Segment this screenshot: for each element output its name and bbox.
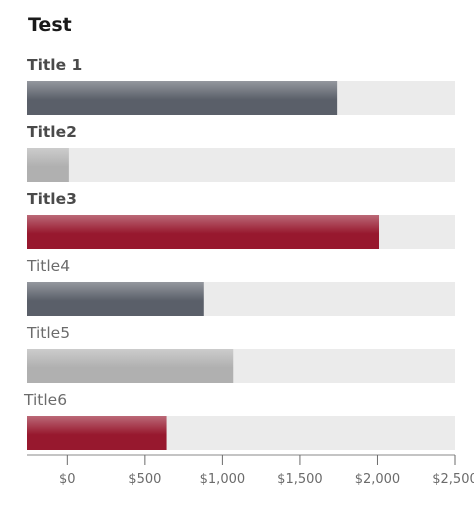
category-label: Title5: [26, 324, 70, 342]
x-tick-label: $1,500: [277, 472, 323, 487]
category-label: Title6: [23, 391, 67, 409]
category-label: Title 1: [27, 56, 82, 74]
bar: [27, 215, 380, 249]
x-tick-label: $0: [59, 472, 76, 487]
bar: [27, 148, 69, 182]
x-tick-label: $500: [128, 472, 161, 487]
bar: [27, 416, 167, 450]
x-tick-label: $2,000: [355, 472, 401, 487]
bar: [27, 282, 204, 316]
category-label: Title4: [26, 257, 70, 275]
bar-track: [27, 148, 455, 182]
bar: [27, 81, 338, 115]
bar: [27, 349, 234, 383]
x-tick-label: $1,000: [200, 472, 246, 487]
category-label: Title3: [27, 190, 77, 208]
chart-title: Test: [28, 14, 72, 36]
category-label: Title2: [27, 123, 77, 141]
x-tick-label: $2,500: [432, 472, 474, 487]
